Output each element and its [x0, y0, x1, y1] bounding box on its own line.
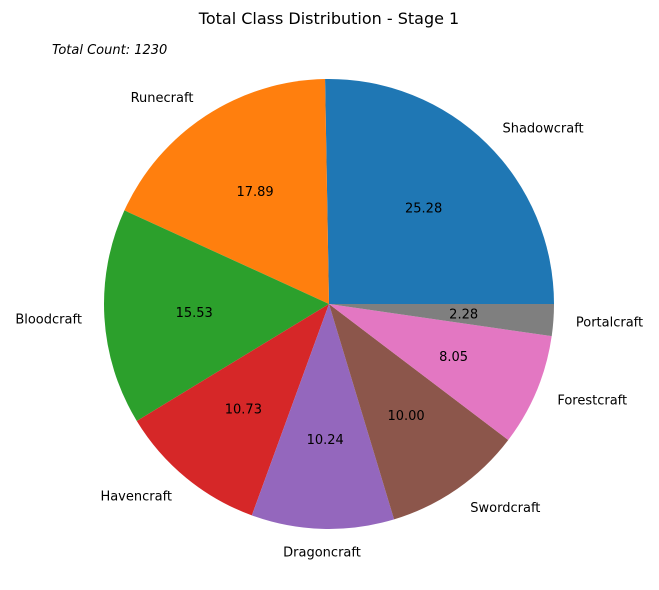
pie-slice-swordcraft — [329, 304, 509, 520]
value-label-havencraft: 10.73 — [225, 402, 262, 417]
value-label-bloodcraft: 15.53 — [176, 306, 213, 321]
category-label-runecraft: Runecraft — [131, 91, 194, 106]
pie-slice-shadowcraft — [325, 78, 554, 304]
value-label-forestcraft: 8.05 — [439, 350, 468, 365]
chart-title: Total Class Distribution - Stage 1 — [198, 9, 459, 28]
category-label-shadowcraft: Shadowcraft — [502, 121, 583, 136]
pie-slice-havencraft — [136, 304, 329, 516]
category-label-portalcraft: Portalcraft — [576, 316, 643, 331]
total-count-annotation: Total Count: 1230 — [52, 43, 167, 58]
pie-slice-runecraft — [124, 79, 330, 304]
value-label-portalcraft: 2.28 — [449, 308, 478, 323]
category-label-bloodcraft: Bloodcraft — [15, 313, 82, 328]
pie-slice-portalcraft — [329, 304, 554, 337]
value-label-swordcraft: 10.00 — [387, 409, 424, 424]
category-label-swordcraft: Swordcraft — [470, 501, 540, 516]
slice-labels: Shadowcraft 25.28 Runecraft 17.89 Bloodcraft… — [15, 91, 643, 560]
pie-slices — [104, 78, 554, 529]
value-label-runecraft: 17.89 — [236, 185, 273, 200]
pie-slice-bloodcraft — [104, 210, 329, 421]
value-label-shadowcraft: 25.28 — [405, 202, 442, 217]
category-label-havencraft: Havencraft — [100, 489, 172, 504]
category-label-dragoncraft: Dragoncraft — [283, 545, 361, 560]
category-label-forestcraft: Forestcraft — [557, 394, 627, 409]
pie-slice-dragoncraft — [251, 304, 395, 529]
pie-slice-forestcraft — [329, 304, 552, 440]
value-label-dragoncraft: 10.24 — [307, 433, 344, 448]
